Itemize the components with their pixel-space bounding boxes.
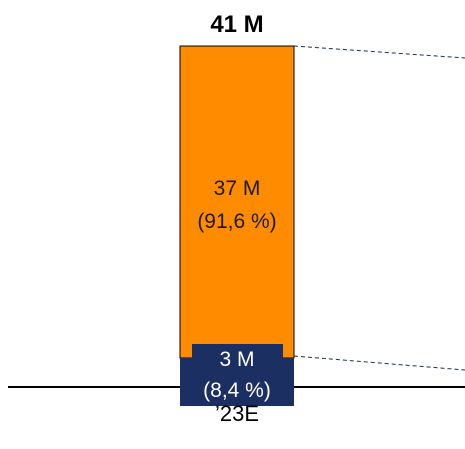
bar-value-label-lower: 3 M	[219, 348, 254, 371]
connector-line-lower	[293, 355, 465, 371]
x-tick-label: ’23E	[215, 401, 259, 426]
bar-segment-lower	[180, 344, 294, 406]
bar-value-label-upper: 37 M	[214, 177, 261, 200]
bar-share-label-upper: (91,6 %)	[197, 210, 276, 233]
bar-group: 37 M (91,6 %) 3 M (8,4 %)	[179, 45, 295, 406]
bar-segment-upper	[179, 45, 295, 359]
total-label: 41 M	[210, 11, 263, 38]
connector-line-top	[293, 45, 465, 59]
bar-share-label-lower: (8,4 %)	[203, 379, 271, 402]
